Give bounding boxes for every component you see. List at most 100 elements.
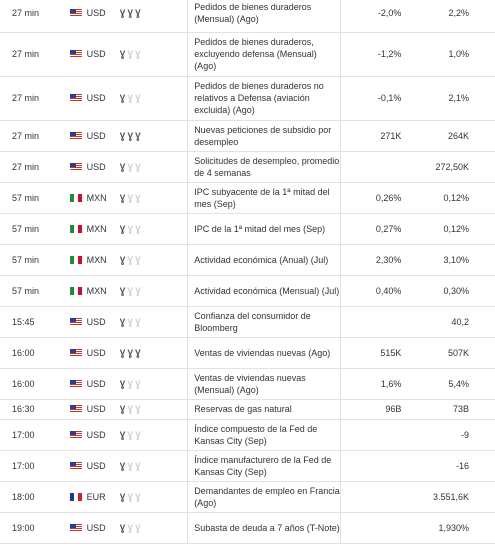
us-flag-icon [69,430,82,439]
actual-value: 96B [340,399,402,420]
previous-value: 1,0% [401,32,495,77]
currency-cell: USD [69,419,120,451]
event-name[interactable]: Actividad económica (Mensual) (Jul) [187,275,342,307]
currency-cell: USD [69,399,120,420]
event-row[interactable]: 57 min MXN Ɣ Ɣ Ɣ IPC de la 1ª mitad del mes (… [0,213,495,245]
event-name[interactable]: Nuevas peticiones de subsidio por desemp… [187,120,342,152]
previous-value: 73B [401,399,495,420]
event-row[interactable]: 27 min USD Ɣ Ɣ Ɣ Pedidos de bienes duraderos … [0,76,495,121]
event-row[interactable]: 16:30 USD Ɣ Ɣ Ɣ Reservas de gas natural 96B 73B [0,399,495,420]
bull-importance-icon: Ɣ [135,192,141,203]
event-name[interactable]: Confianza del consumidor de Bloomberg [187,306,342,338]
bull-importance-icon: Ɣ [135,254,141,265]
bull-importance-icon: Ɣ [135,130,141,141]
event-time: 27 min [0,120,70,152]
currency-code: MXN [86,192,107,203]
event-row[interactable]: 57 min MXN Ɣ Ɣ Ɣ Actividad económica (Anual) … [0,244,495,276]
currency-cell: USD [69,0,120,33]
event-name[interactable]: Índice manufacturero de la Fed de Kansas… [187,450,342,482]
bull-importance-icon: Ɣ [119,8,126,19]
event-name[interactable]: Demandantes de empleo en Francia (Ago) [187,481,342,513]
event-name[interactable]: IPC subyacente de la 1ª mitad del mes (S… [187,182,342,214]
bull-importance-icon: Ɣ [127,130,134,141]
event-row[interactable]: 27 min USD Ɣ Ɣ Ɣ Solicitudes de desempleo, pr… [0,151,495,183]
bull-importance-icon: Ɣ [119,378,126,389]
currency-cell: USD [69,151,120,183]
event-row[interactable]: 18:00 EUR Ɣ Ɣ Ɣ Demandantes de empleo en Fran… [0,481,495,513]
bull-importance-icon: Ɣ [119,316,126,327]
event-name[interactable]: Ventas de viviendas nuevas (Mensual) (Ag… [187,368,342,400]
currency-cell: USD [69,32,120,77]
actual-value [340,306,402,338]
previous-value: -16 [401,450,495,482]
event-time: 16:00 [0,337,70,369]
bull-importance-icon: Ɣ [135,285,141,296]
event-name[interactable]: Solicitudes de desempleo, promedio de 4 … [187,151,342,183]
actual-value: 515K [340,337,402,369]
event-row[interactable]: 57 min MXN Ɣ Ɣ Ɣ IPC subyacente de la 1ª mita… [0,182,495,214]
event-row[interactable]: 15:45 USD Ɣ Ɣ Ɣ Confianza del consumidor de B… [0,306,495,338]
actual-value: 2,30% [340,244,402,276]
previous-value: 264K [401,120,495,152]
actual-value: 0,40% [340,275,402,307]
event-row[interactable]: 19:00 USD Ɣ Ɣ Ɣ Subasta de deuda a 7 años (T-… [0,512,495,544]
currency-cell: USD [69,512,120,544]
event-name[interactable]: Pedidos de bienes duraderos, excluyendo … [187,32,342,77]
bull-importance-icon: Ɣ [119,223,126,234]
bull-importance-icon: Ɣ [135,522,141,533]
currency-cell: USD [69,306,120,338]
event-name[interactable]: Pedidos de bienes duraderos no relativos… [187,76,342,121]
event-time: 16:30 [0,399,70,420]
event-name[interactable]: Actividad económica (Anual) (Jul) [187,244,342,276]
actual-value: 0,26% [340,182,402,214]
bull-importance-icon: Ɣ [119,460,126,471]
us-flag-icon [69,94,82,102]
event-row[interactable]: 17:00 USD Ɣ Ɣ Ɣ Índice compuesto de la Fed de… [0,419,495,451]
event-name[interactable]: Ventas de viviendas nuevas (Ago) [187,337,342,369]
event-row[interactable]: 17:00 USD Ɣ Ɣ Ɣ Índice manufacturero de la Fe… [0,450,495,482]
event-time: 17:00 [0,450,70,482]
event-name[interactable]: Pedidos de bienes duraderos (Mensual) (A… [187,0,342,33]
event-row[interactable]: 57 min MXN Ɣ Ɣ Ɣ Actividad económica (Mensual… [0,275,495,307]
currency-cell: MXN [69,275,120,307]
event-row[interactable]: 16:00 USD Ɣ Ɣ Ɣ Ventas de viviendas nuevas (M… [0,368,495,400]
mx-flag-icon [69,255,82,264]
currency-code: EUR [86,491,106,502]
event-name[interactable]: IPC de la 1ª mitad del mes (Sep) [187,213,342,245]
event-row[interactable]: 16:00 USD Ɣ Ɣ Ɣ Ventas de viviendas nuevas (A… [0,337,495,369]
bull-importance-icon: Ɣ [119,254,126,265]
event-row[interactable]: 27 min USD Ɣ Ɣ Ɣ Pedidos de bienes duraderos,… [0,32,495,77]
previous-value: 2,2% [401,0,495,33]
actual-value [340,450,402,482]
event-time: 27 min [0,0,70,33]
event-time: 57 min [0,244,70,276]
currency-cell: EUR [69,481,120,513]
event-time: 27 min [0,76,70,121]
us-flag-icon [69,405,82,413]
event-name[interactable]: Reservas de gas natural [187,399,342,420]
event-time: 19:00 [0,512,70,544]
actual-value [340,512,402,544]
bull-importance-icon: Ɣ [127,8,134,19]
mx-flag-icon [69,286,82,295]
event-time: 15:45 [0,306,70,338]
previous-value: 0,12% [401,182,495,214]
event-name[interactable]: Índice compuesto de la Fed de Kansas Cit… [187,419,342,451]
currency-code: USD [86,93,106,103]
currency-code: USD [86,130,106,141]
previous-value: 507K [401,337,495,369]
bull-importance-icon: Ɣ [135,491,141,502]
event-name[interactable]: Subasta de deuda a 7 años (T-Note) [187,512,342,544]
event-row[interactable]: 27 min USD Ɣ Ɣ Ɣ Nuevas peticiones de subsidi… [0,120,495,152]
currency-code: USD [86,161,106,172]
actual-value: 271K [340,120,402,152]
event-row[interactable]: 27 min USD Ɣ Ɣ Ɣ Pedidos de bienes duraderos … [0,0,495,33]
bull-importance-icon: Ɣ [135,93,141,103]
